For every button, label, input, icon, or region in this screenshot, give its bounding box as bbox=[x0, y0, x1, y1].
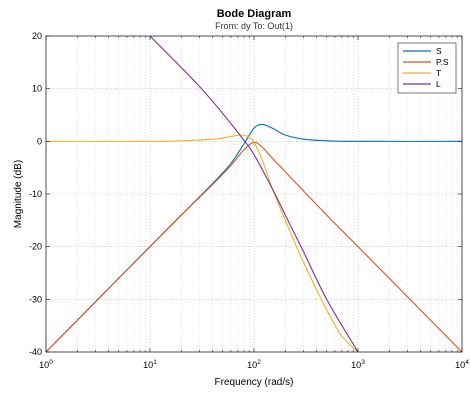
y-tick-labels: 20 10 0 -10 -20 -30 -40 bbox=[29, 31, 42, 357]
series-layer bbox=[46, 36, 462, 352]
x-axis-label: Frequency (rad/s) bbox=[215, 377, 294, 388]
y-tick-label: -20 bbox=[29, 242, 42, 252]
x-tick-label: 103 bbox=[351, 359, 365, 370]
x-tick-label: 102 bbox=[247, 359, 261, 370]
chart-subtitle: From: dy To: Out(1) bbox=[215, 21, 293, 31]
legend: SP.STL bbox=[397, 42, 457, 94]
y-tick-label: -30 bbox=[29, 294, 42, 304]
legend-label-l: L bbox=[436, 79, 441, 89]
y-tick-label: 20 bbox=[32, 31, 42, 41]
x-tick-label: 104 bbox=[455, 359, 469, 370]
y-tick-label: -40 bbox=[29, 347, 42, 357]
series-line-l bbox=[149, 36, 359, 352]
legend-label-t: T bbox=[436, 68, 441, 78]
legend-label-p-s: P.S bbox=[436, 57, 449, 67]
series-line-p-s bbox=[46, 141, 462, 352]
x-tick-label: 101 bbox=[143, 359, 157, 370]
legend-label-s: S bbox=[436, 46, 442, 56]
y-axis-label: Magnitude (dB) bbox=[13, 160, 24, 228]
series-line-t bbox=[46, 134, 359, 352]
ticks-layer bbox=[45, 35, 463, 353]
x-tick-labels: 100 101 102 103 104 bbox=[39, 359, 469, 370]
x-tick-label: 100 bbox=[39, 359, 53, 370]
y-tick-label: -10 bbox=[29, 189, 42, 199]
chart-title: Bode Diagram bbox=[217, 8, 292, 20]
y-tick-label: 10 bbox=[32, 84, 42, 94]
y-tick-label: 0 bbox=[37, 136, 42, 146]
